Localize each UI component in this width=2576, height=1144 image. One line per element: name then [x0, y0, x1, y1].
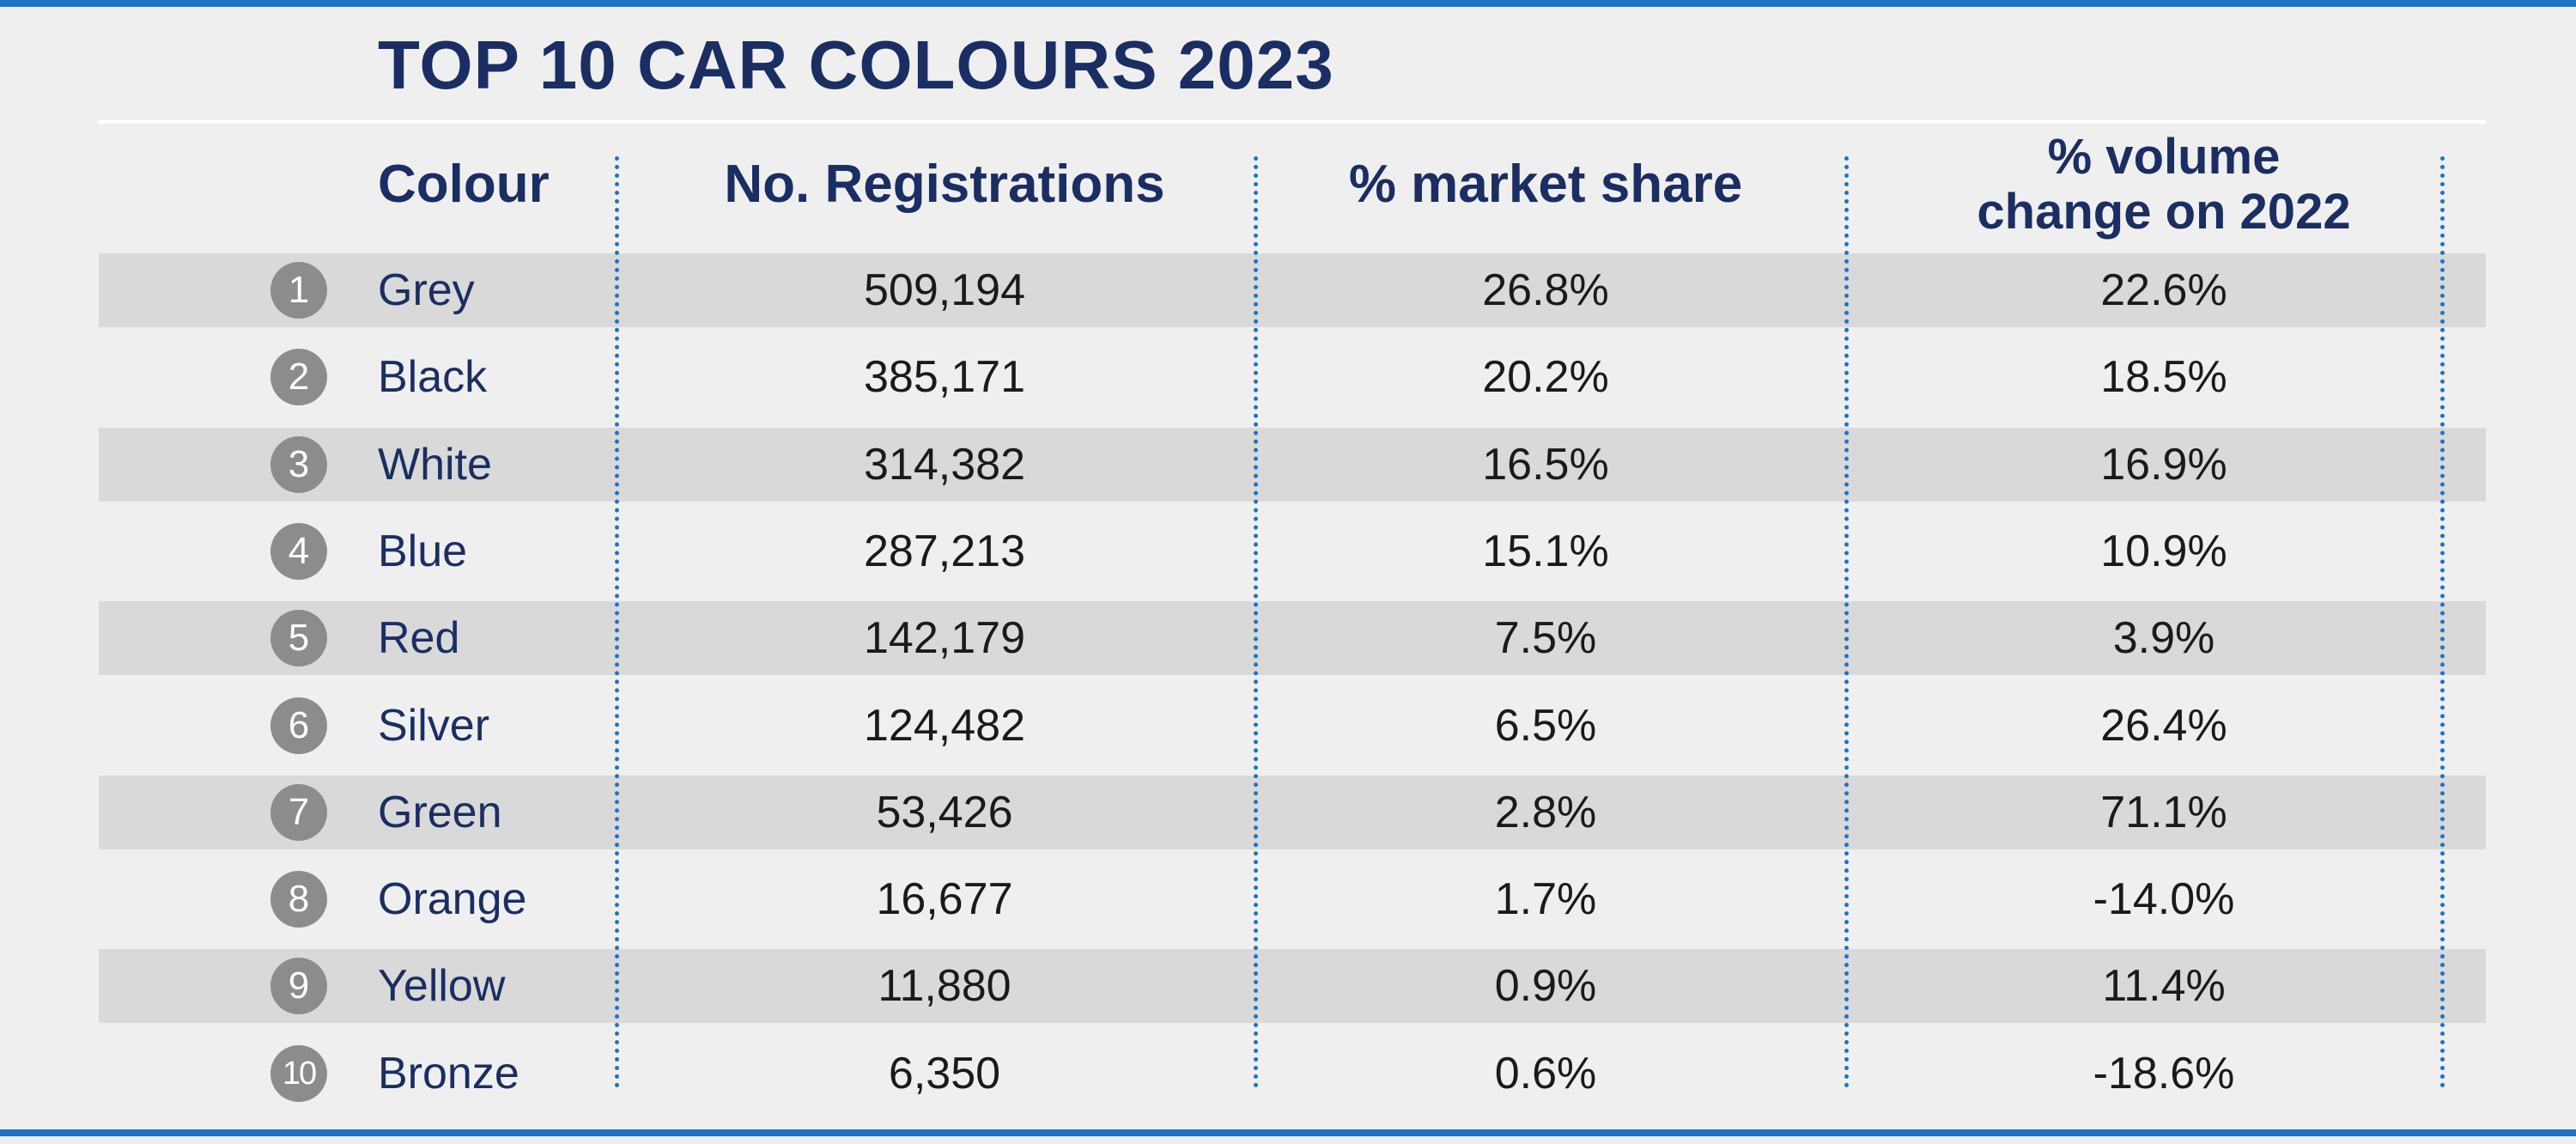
volume-change-cell: 16.9%	[2100, 440, 2227, 490]
registrations-cell: 142,179	[864, 613, 1025, 663]
volume-change-cell: -18.6%	[2093, 1049, 2235, 1098]
market-share-cell: 2.8%	[1494, 788, 1597, 837]
column-header-registrations: No. Registrations	[724, 155, 1165, 214]
volume-change-cell: 3.9%	[2112, 613, 2215, 663]
market-share-cell: 7.5%	[1494, 613, 1597, 663]
market-share-cell: 6.5%	[1494, 701, 1597, 751]
rank-badge: 7	[270, 784, 327, 841]
column-divider	[2440, 156, 2445, 1088]
market-share-cell: 0.9%	[1494, 961, 1597, 1011]
rank-badge: 10	[270, 1045, 327, 1102]
column-header-colour: Colour	[378, 155, 550, 214]
table-row: 9 Yellow 11,880 0.9% 11.4%	[99, 949, 2486, 1023]
registrations-cell: 124,482	[864, 701, 1025, 751]
registrations-cell: 509,194	[864, 265, 1025, 315]
volume-change-cell: 22.6%	[2100, 265, 2227, 315]
colour-name-cell: Bronze	[378, 1049, 519, 1098]
market-share-cell: 1.7%	[1494, 874, 1597, 924]
registrations-cell: 314,382	[864, 440, 1025, 490]
volume-change-cell: -14.0%	[2093, 874, 2235, 924]
market-share-cell: 0.6%	[1494, 1049, 1597, 1098]
table-row: 8 Orange 16,677 1.7% -14.0%	[99, 862, 2486, 936]
colour-name-cell: Blue	[378, 526, 468, 576]
colour-name-cell: Red	[378, 613, 460, 663]
volume-change-cell: 10.9%	[2100, 526, 2227, 576]
rank-badge: 6	[270, 697, 327, 754]
registrations-cell: 16,677	[876, 874, 1013, 924]
market-share-cell: 15.1%	[1482, 526, 1609, 576]
rank-badge: 4	[270, 523, 327, 580]
volume-change-cell: 26.4%	[2100, 701, 2227, 751]
table-row: 3 White 314,382 16.5% 16.9%	[99, 428, 2486, 502]
colour-name-cell: Silver	[378, 701, 490, 751]
registrations-cell: 287,213	[864, 526, 1025, 576]
column-divider	[1254, 156, 1258, 1088]
market-share-cell: 16.5%	[1482, 440, 1609, 490]
table-row: 1 Grey 509,194 26.8% 22.6%	[99, 253, 2486, 327]
colour-name-cell: Grey	[378, 265, 475, 315]
rank-badge: 3	[270, 436, 327, 493]
colour-name-cell: Orange	[378, 874, 527, 924]
volume-change-cell: 18.5%	[2100, 352, 2227, 402]
rank-badge: 1	[270, 262, 327, 319]
colour-name-cell: Green	[378, 788, 502, 837]
registrations-cell: 385,171	[864, 352, 1025, 402]
bottom-border	[0, 1129, 2576, 1136]
table-row: 2 Black 385,171 20.2% 18.5%	[99, 340, 2486, 414]
colour-name-cell: White	[378, 440, 492, 490]
table-row: 4 Blue 287,213 15.1% 10.9%	[99, 514, 2486, 588]
top-border	[0, 0, 2576, 7]
column-divider	[1844, 156, 1849, 1088]
column-divider	[615, 156, 619, 1088]
market-share-cell: 26.8%	[1482, 265, 1609, 315]
table-row: 10 Bronze 6,350 0.6% -18.6%	[99, 1037, 2486, 1111]
registrations-cell: 53,426	[876, 788, 1013, 837]
registrations-cell: 6,350	[888, 1049, 1001, 1098]
table-row: 6 Silver 124,482 6.5% 26.4%	[99, 689, 2486, 763]
column-header-market-share: % market share	[1348, 155, 1743, 214]
table-row: 5 Red 142,179 7.5% 3.9%	[99, 601, 2486, 675]
column-header-volume-change-line1: % volume	[2047, 129, 2281, 185]
rank-badge: 9	[270, 958, 327, 1014]
table-row: 7 Green 53,426 2.8% 71.1%	[99, 776, 2486, 849]
column-header-volume-change: % volume change on 2022	[1846, 130, 2482, 240]
volume-change-cell: 11.4%	[2102, 961, 2226, 1011]
rank-badge: 8	[270, 871, 327, 928]
rank-badge: 2	[270, 349, 327, 405]
rank-badge: 5	[270, 610, 327, 666]
table-title: TOP 10 CAR COLOURS 2023	[378, 27, 1334, 103]
colour-name-cell: Yellow	[378, 961, 506, 1011]
volume-change-cell: 71.1%	[2100, 788, 2227, 837]
market-share-cell: 20.2%	[1482, 352, 1609, 402]
registrations-cell: 11,880	[878, 961, 1012, 1011]
colour-name-cell: Black	[378, 352, 488, 402]
title-divider	[99, 120, 2486, 124]
column-header-volume-change-line2: change on 2022	[1977, 184, 2351, 240]
